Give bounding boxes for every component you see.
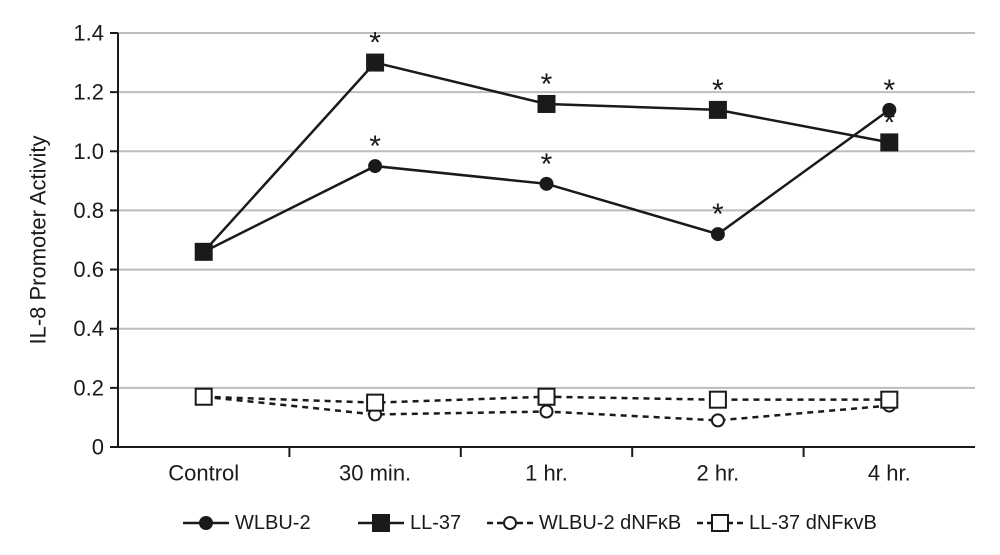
data-point — [366, 53, 385, 72]
data-point — [708, 100, 727, 119]
x-tick-label: 2 hr. — [696, 461, 739, 486]
legend: WLBU-2 LL-37 WLBU-2 dNFκB LL-37 dNFκvB — [183, 512, 877, 534]
legend-item: WLBU-2 dNFκB — [487, 512, 681, 534]
legend-marker — [711, 514, 729, 532]
legend-marker — [199, 516, 213, 530]
significance-marker: * — [883, 106, 895, 139]
x-tick-label: 4 hr. — [868, 461, 911, 486]
data-point — [539, 404, 554, 419]
data-point — [194, 387, 213, 406]
y-tick-label: 0.6 — [73, 257, 104, 282]
data-point — [880, 133, 899, 152]
y-axis-ticks: 0 0.2 0.4 0.6 0.8 1.0 1.2 1.4 — [73, 21, 118, 460]
data-point — [537, 387, 556, 406]
series-1: ** ** — [194, 27, 899, 261]
data-point — [710, 227, 725, 242]
y-tick-label: 0.4 — [73, 316, 104, 341]
legend-item: LL-37 dNFκvB — [697, 512, 877, 534]
data-point — [194, 242, 213, 261]
legend-item: LL-37 — [358, 512, 461, 534]
grid-lines — [118, 32, 975, 389]
legend-marker — [503, 516, 517, 530]
y-tick-label: 1.4 — [73, 21, 104, 46]
data-point — [882, 102, 897, 117]
y-tick-label: 0.2 — [73, 375, 104, 400]
legend-label: WLBU-2 — [235, 512, 311, 534]
y-tick-label: 1.0 — [73, 139, 104, 164]
data-point — [368, 159, 383, 174]
significance-marker: * — [369, 130, 381, 163]
y-tick-label: 1.2 — [73, 80, 104, 105]
significance-marker: * — [541, 148, 553, 181]
series-layer: ****** ** — [194, 27, 899, 428]
significance-marker: * — [883, 74, 895, 107]
legend-marker — [372, 514, 390, 532]
x-tick-label: 1 hr. — [525, 461, 568, 486]
y-axis-label: IL-8 Promoter Activity — [26, 135, 51, 344]
x-tick-label: Control — [168, 461, 239, 486]
series-0: **** — [196, 74, 897, 259]
x-tick-label: 30 min. — [339, 461, 411, 486]
data-point — [880, 390, 899, 409]
significance-marker: * — [712, 198, 724, 231]
significance-marker: * — [541, 68, 553, 101]
y-tick-label: 0.8 — [73, 198, 104, 223]
legend-item: WLBU-2 — [183, 512, 311, 534]
significance-marker: * — [369, 27, 381, 60]
x-axis-ticks: Control 30 min. 1 hr. 2 hr. 4 hr. — [168, 447, 911, 486]
axes — [117, 33, 975, 448]
data-point — [710, 413, 725, 428]
data-point — [537, 94, 556, 113]
y-tick-label: 0 — [92, 435, 104, 460]
data-point — [366, 393, 385, 412]
legend-label: LL-37 dNFκvB — [749, 512, 877, 534]
data-point — [539, 176, 554, 191]
legend-label: LL-37 — [410, 512, 461, 534]
significance-marker: * — [712, 74, 724, 107]
legend-label: WLBU-2 dNFκB — [539, 512, 681, 534]
data-point — [708, 390, 727, 409]
series-3 — [194, 387, 899, 412]
